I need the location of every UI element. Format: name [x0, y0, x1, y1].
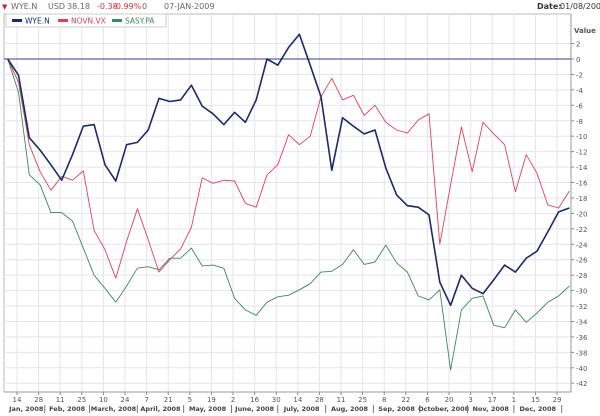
- quote-change-pct: -0.99%: [113, 2, 142, 11]
- y-tick-label: 0: [576, 56, 580, 64]
- month-label: Aug, 2008: [331, 405, 369, 413]
- legend-label: SASY.PA: [125, 17, 155, 26]
- x-tick-label: 11: [56, 396, 65, 404]
- x-tick-label: 2: [231, 396, 235, 404]
- date-value: 01/08/2009: [560, 2, 600, 11]
- y-tick-label: -4: [576, 87, 584, 95]
- x-tick-label: 28: [315, 396, 324, 404]
- quote-volume: 0: [142, 2, 148, 11]
- month-label: March, 2008: [91, 405, 137, 413]
- y-tick-label: -38: [576, 349, 587, 357]
- y-tick-label: -2: [576, 71, 583, 79]
- x-tick-label: 3: [468, 396, 472, 404]
- x-tick-label: 21: [164, 396, 173, 404]
- date-label: Date:: [537, 2, 562, 11]
- series-line-wye-n: [7, 33, 570, 307]
- x-tick-label: 20: [445, 396, 454, 404]
- y-tick-label: -34: [576, 318, 588, 326]
- x-tick-label: 25: [77, 396, 86, 404]
- month-label: October, 2008: [418, 405, 470, 413]
- quote-price: 38.18: [67, 2, 90, 11]
- legend-swatch: [12, 19, 22, 22]
- y-tick-label: -30: [576, 288, 587, 296]
- month-label: Dec, 2008: [520, 405, 557, 413]
- plot-area: [3, 13, 572, 393]
- series-line-sasy-pa: [7, 58, 570, 371]
- y-tick-label: -18: [576, 195, 587, 203]
- axes: 20-2-4-6-8-10-12-14-16-18-20-22-24-26-28…: [4, 14, 596, 413]
- legend-swatch: [58, 19, 68, 22]
- y-tick-label: -36: [576, 334, 588, 342]
- month-label: May, 2008: [189, 405, 227, 413]
- quote-currency: USD: [48, 2, 66, 11]
- y-tick-label: 2: [576, 41, 580, 49]
- grid: [3, 13, 572, 393]
- series-line-novn-vx: [7, 58, 570, 279]
- legend: WYE.N NOVN.VX SASY.PA: [5, 13, 167, 28]
- month-label: April, 2008: [140, 405, 181, 413]
- y-tick-label: -12: [576, 149, 587, 157]
- series-lines: [4, 33, 571, 371]
- x-tick-label: 17: [488, 396, 497, 404]
- y-tick-label: -42: [576, 380, 587, 388]
- y-tick-label: -20: [576, 210, 587, 218]
- x-tick-label: 15: [531, 396, 540, 404]
- y-tick-label: -6: [576, 102, 584, 110]
- x-tick-label: 29: [553, 396, 562, 404]
- x-tick-label: 7: [144, 396, 148, 404]
- x-tick-label: 14: [293, 396, 302, 404]
- month-label: Jan, 2008: [8, 405, 44, 413]
- legend-label: NOVN.VX: [71, 17, 106, 26]
- quote-change: -0.38: [97, 2, 118, 11]
- y-tick-label: -28: [576, 272, 587, 280]
- month-label: Sep, 2008: [378, 405, 415, 413]
- legend-swatch: [112, 19, 122, 22]
- month-label: June, 2008: [234, 405, 274, 413]
- quote-date: 07-JAN-2009: [164, 2, 215, 11]
- month-label: Feb, 2008: [49, 405, 86, 413]
- y-tick-label: -40: [576, 365, 587, 373]
- y-axis-label: Value: [574, 27, 596, 35]
- quote-header: ▼ WYE.N USD 38.18 -0.38 -0.99% 0 07-JAN-…: [0, 0, 600, 14]
- quote-symbol: WYE.N: [11, 2, 38, 11]
- x-tick-label: 28: [34, 396, 43, 404]
- x-tick-label: 22: [401, 396, 410, 404]
- x-tick-label: 8: [382, 396, 386, 404]
- down-arrow-icon: ▼: [2, 3, 8, 11]
- y-tick-label: -26: [576, 257, 588, 265]
- x-tick-label: 6: [425, 396, 430, 404]
- x-tick-label: 10: [99, 396, 108, 404]
- y-tick-label: -8: [576, 118, 583, 126]
- legend-label: WYE.N: [25, 17, 50, 26]
- x-tick-label: 24: [121, 396, 130, 404]
- y-tick-label: -24: [576, 241, 588, 249]
- x-tick-label: 5: [188, 396, 192, 404]
- x-tick-label: 14: [13, 396, 22, 404]
- y-tick-label: -32: [576, 303, 587, 311]
- month-label: July, 2008: [283, 405, 320, 413]
- x-tick-label: 1: [512, 396, 516, 404]
- y-tick-label: -10: [576, 133, 587, 141]
- month-label: Nov, 2008: [472, 405, 509, 413]
- y-tick-label: -14: [576, 164, 588, 172]
- x-tick-label: 16: [250, 396, 259, 404]
- x-tick-label: 30: [272, 396, 281, 404]
- x-tick-label: 11: [337, 396, 346, 404]
- y-tick-label: -22: [576, 226, 587, 234]
- legend-box: [5, 13, 167, 28]
- y-tick-label: -16: [576, 180, 588, 188]
- x-tick-label: 25: [358, 396, 367, 404]
- x-tick-label: 19: [207, 396, 216, 404]
